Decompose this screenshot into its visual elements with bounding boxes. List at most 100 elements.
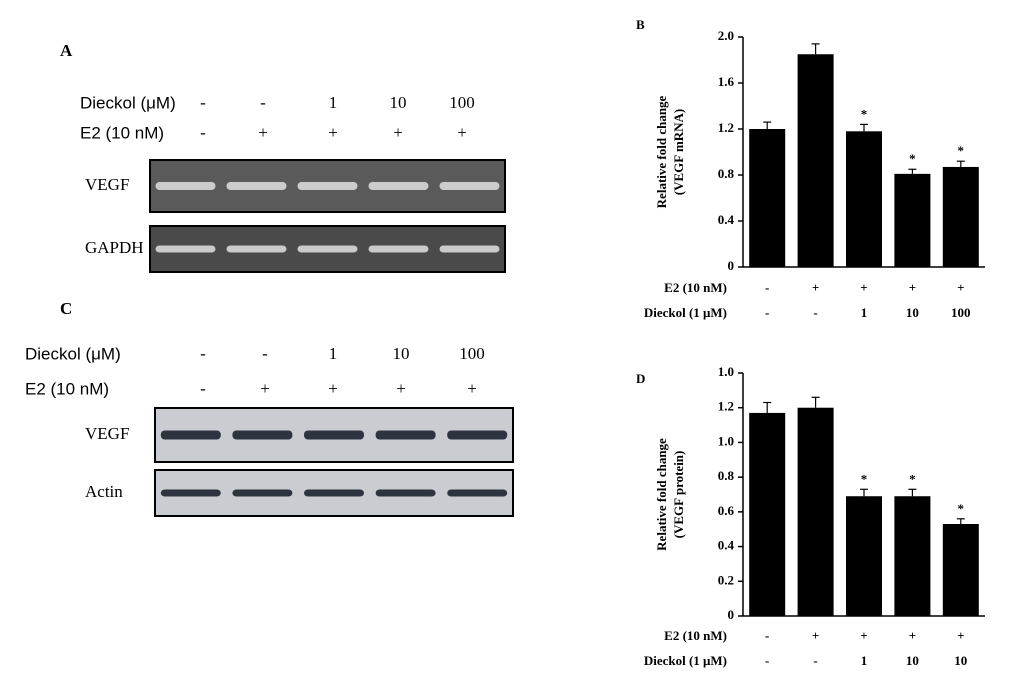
condition-value: - bbox=[200, 93, 206, 112]
condition-value: + bbox=[328, 379, 338, 398]
condition-value: + bbox=[860, 628, 867, 643]
y-tick-label: 1.6 bbox=[718, 74, 735, 89]
condition-value: 1 bbox=[329, 93, 338, 112]
bar bbox=[942, 524, 979, 616]
condition-value: - bbox=[200, 123, 206, 142]
gel-band bbox=[226, 182, 287, 190]
y-tick-label: 0.4 bbox=[718, 538, 735, 553]
gel-band bbox=[375, 430, 436, 440]
condition-value: 10 bbox=[393, 344, 410, 363]
band-label: VEGF bbox=[85, 175, 129, 194]
bar bbox=[942, 166, 979, 267]
band-label: GAPDH bbox=[85, 238, 144, 257]
y-tick-label: 0.8 bbox=[718, 166, 735, 181]
condition-label: Dieckol (1 μM) bbox=[644, 653, 727, 668]
condition-value: - bbox=[200, 344, 206, 363]
gel-panel: A Dieckol (μM) - - 1 10 100 E2 (10 nM) - + + + + VEGF… bbox=[60, 41, 506, 273]
condition-value: 100 bbox=[951, 305, 971, 320]
gel-band bbox=[297, 182, 358, 190]
y-tick-label: 0.8 bbox=[718, 468, 735, 483]
gel-band bbox=[155, 182, 216, 190]
bar bbox=[894, 496, 931, 616]
condition-label: E2 (10 nM) bbox=[25, 379, 109, 398]
gel-band bbox=[447, 489, 508, 497]
chart: B Relative fold change (VEGF mRNA) 0 0.4 0.8 1… bbox=[636, 17, 985, 320]
gel-band bbox=[155, 245, 216, 253]
gel-band bbox=[160, 430, 221, 440]
condition-value: 1 bbox=[329, 344, 338, 363]
y-axis-label: Relative fold change bbox=[654, 95, 669, 208]
condition-value: + bbox=[860, 280, 867, 295]
significance-mark: * bbox=[958, 501, 965, 516]
significance-mark: * bbox=[909, 151, 916, 166]
gel-band bbox=[439, 245, 500, 253]
condition-value: + bbox=[909, 280, 916, 295]
condition-value: - bbox=[262, 344, 268, 363]
significance-mark: * bbox=[909, 471, 916, 486]
condition-value: - bbox=[765, 305, 769, 320]
y-tick-label: 2.0 bbox=[718, 28, 734, 43]
bar bbox=[749, 129, 786, 267]
condition-value: + bbox=[812, 280, 819, 295]
gel-band bbox=[447, 430, 508, 440]
bar bbox=[846, 131, 882, 267]
gel-band bbox=[368, 245, 429, 253]
gel-band bbox=[439, 182, 500, 190]
condition-value: 1 bbox=[861, 305, 868, 320]
bar bbox=[797, 407, 834, 616]
gel-band bbox=[160, 489, 221, 497]
y-tick-label: 1.2 bbox=[718, 120, 734, 135]
significance-mark: * bbox=[861, 106, 868, 121]
chart: D Relative fold change (VEGF protein) 0 0.2 0… bbox=[636, 364, 985, 668]
band-label: VEGF bbox=[85, 424, 129, 443]
gel-band bbox=[226, 245, 287, 253]
condition-value: + bbox=[396, 379, 406, 398]
y-axis-label: Relative fold change bbox=[654, 438, 669, 551]
gel-band bbox=[375, 489, 436, 497]
condition-value: - bbox=[260, 93, 266, 112]
y-tick-label: 1.2 bbox=[718, 399, 734, 414]
condition-value: + bbox=[957, 628, 964, 643]
condition-label: E2 (10 nM) bbox=[664, 280, 727, 295]
condition-label: Dieckol (1 μM) bbox=[644, 305, 727, 320]
gel-band bbox=[297, 245, 358, 253]
gel-band bbox=[232, 430, 293, 440]
condition-value: 1 bbox=[861, 653, 868, 668]
bar bbox=[749, 412, 786, 616]
panel-label: A bbox=[60, 41, 73, 60]
y-tick-label: 0 bbox=[728, 607, 735, 622]
significance-mark: * bbox=[958, 143, 965, 158]
significance-mark: * bbox=[861, 471, 868, 486]
condition-value: 100 bbox=[459, 344, 485, 363]
gel-band bbox=[304, 430, 364, 440]
y-axis-label: (VEGF protein) bbox=[671, 451, 686, 539]
condition-value: + bbox=[909, 628, 916, 643]
condition-label: E2 (10 nM) bbox=[80, 123, 164, 142]
condition-label: Dieckol (μM) bbox=[25, 344, 121, 363]
bar bbox=[797, 54, 834, 267]
condition-value: + bbox=[957, 280, 964, 295]
panel-label: C bbox=[60, 299, 72, 318]
y-tick-label: 0.2 bbox=[718, 572, 734, 587]
condition-value: + bbox=[258, 123, 268, 142]
panel-label: B bbox=[636, 17, 645, 32]
y-axis-label: (VEGF mRNA) bbox=[671, 109, 686, 196]
condition-value: 10 bbox=[954, 653, 967, 668]
bar bbox=[894, 173, 931, 267]
gel-band bbox=[368, 182, 429, 190]
condition-value: + bbox=[393, 123, 403, 142]
condition-value: + bbox=[260, 379, 270, 398]
bar bbox=[846, 496, 882, 616]
y-tick-label: 0 bbox=[728, 258, 735, 273]
condition-value: 10 bbox=[906, 653, 919, 668]
gel-band bbox=[304, 489, 364, 497]
condition-value: - bbox=[765, 653, 769, 668]
condition-value: + bbox=[457, 123, 467, 142]
condition-value: 10 bbox=[906, 305, 919, 320]
condition-value: - bbox=[200, 379, 206, 398]
y-tick-label: 0.6 bbox=[718, 503, 735, 518]
condition-value: + bbox=[812, 628, 819, 643]
condition-label: Dieckol (μM) bbox=[80, 93, 176, 112]
